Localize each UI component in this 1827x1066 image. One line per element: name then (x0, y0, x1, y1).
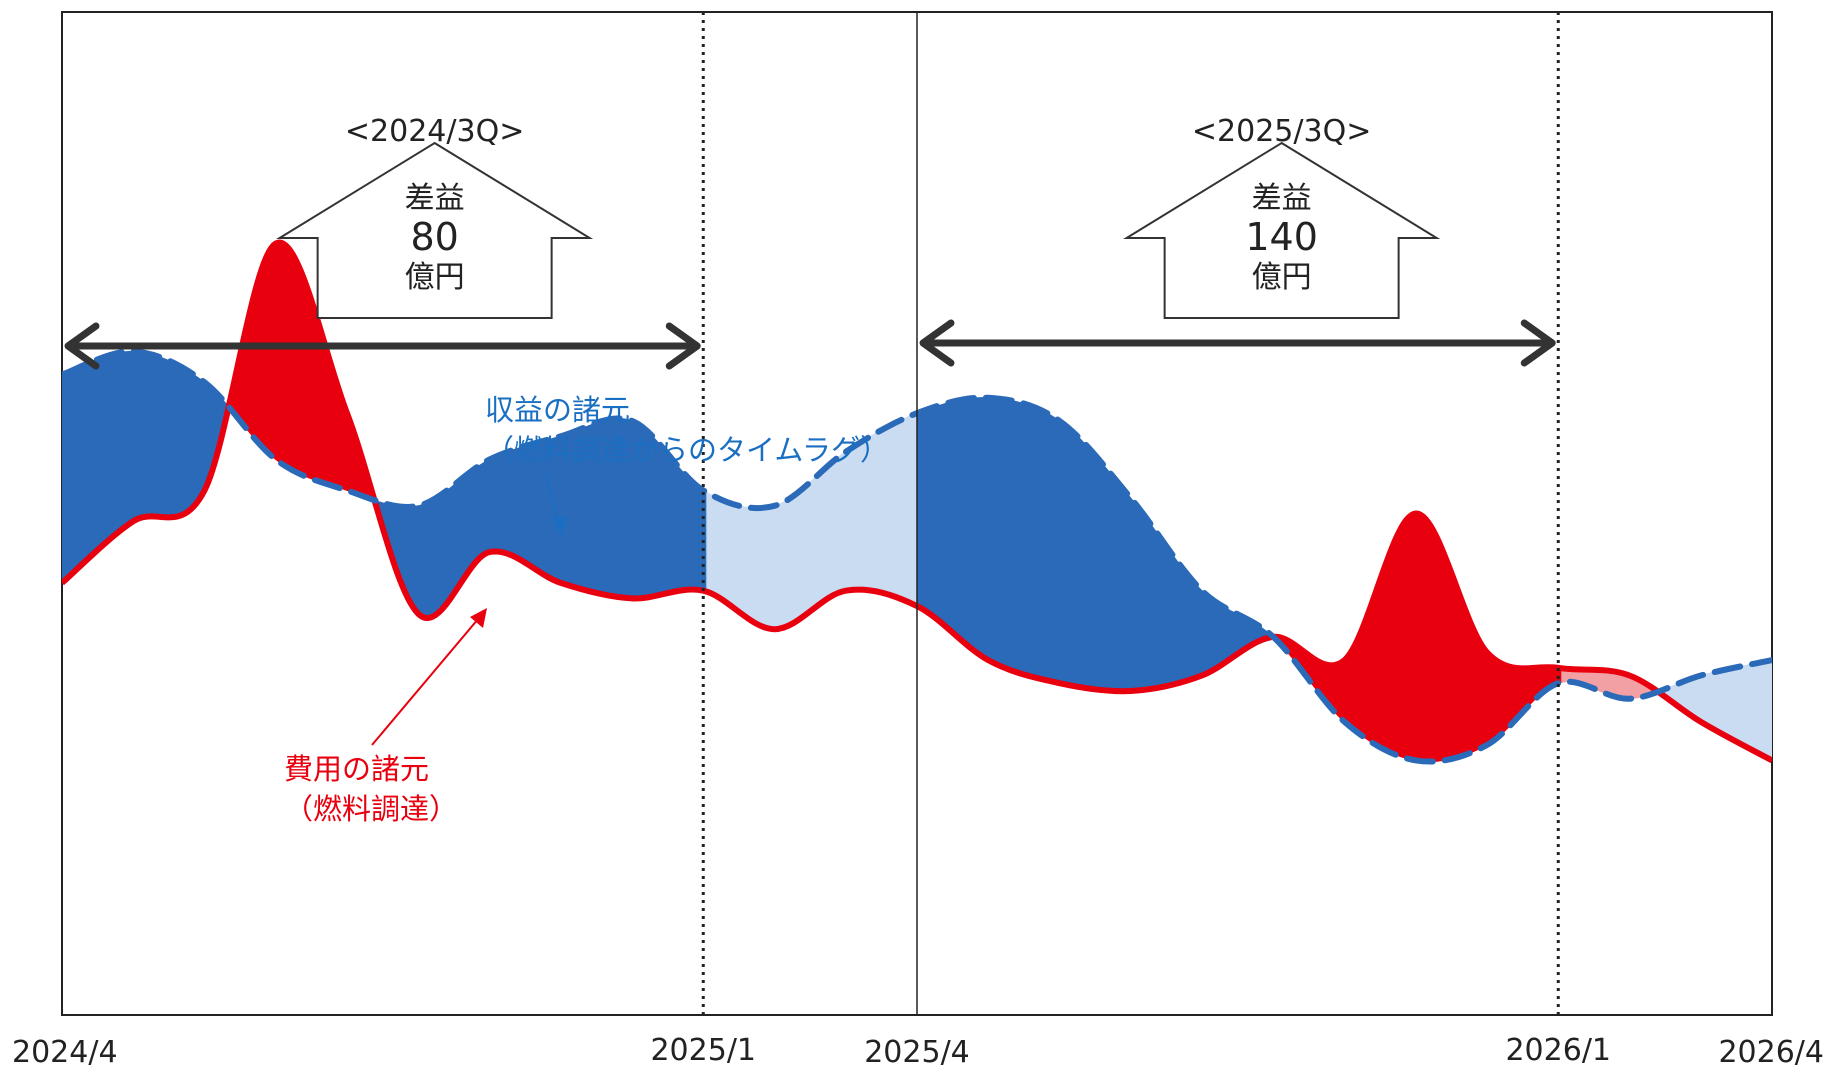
cost-annotation-title: 費用の諸元 (284, 752, 429, 786)
margin-loss-area (1272, 512, 1563, 763)
period-label: <2024/3Q> (345, 114, 524, 149)
arrow-head-left (64, 322, 100, 370)
margin-box-text: 差益 (405, 181, 465, 216)
margin-gain-box (1123, 141, 1441, 319)
cost-annotation: 費用の諸元 （燃料調達） (284, 608, 487, 826)
period-markers (701, 12, 1560, 1015)
x-tick-label: 2026/1 (1505, 1033, 1611, 1066)
cost-line (62, 239, 1772, 764)
margin-gain-area (62, 350, 230, 584)
revenue-line (62, 348, 1772, 765)
x-axis-ticks: 2024/4 2025/1 2025/4 2026/1 2026/4 (12, 1033, 1824, 1066)
series-lines (62, 239, 1772, 765)
cost-annotation-pointer (371, 611, 485, 746)
margin-gain-area (1661, 659, 1772, 761)
revenue-annotation-subtitle: （燃料調達からのタイムラグ） (485, 433, 889, 467)
x-tick-label: 2024/4 (12, 1035, 118, 1066)
margin-value: 80 (410, 215, 458, 259)
arrow-head-right (665, 322, 701, 370)
x-tick-label: 2025/1 (650, 1033, 756, 1066)
cost-annotation-subtitle: （燃料調達） (284, 792, 458, 826)
margin-gain-box (276, 141, 594, 319)
arrow-head-right (1520, 319, 1556, 367)
revenue-annotation: 収益の諸元 （燃料調達からのタイムラグ） (485, 393, 889, 537)
x-tick-label: 2026/4 (1718, 1035, 1824, 1066)
x-tick-label: 2025/4 (864, 1035, 970, 1066)
margin-box-text: 差益 (1252, 181, 1312, 216)
margin-box-text: 億円 (1252, 260, 1312, 295)
cost-annotation-pointer-head (470, 608, 487, 628)
revenue-annotation-title: 収益の諸元 (485, 393, 630, 427)
revenue-annotation-pointer-head (553, 516, 567, 537)
margin-box-text: 億円 (405, 260, 465, 295)
period-label: <2025/3Q> (1192, 114, 1371, 149)
margin-value: 140 (1245, 215, 1318, 259)
arrow-head-left (919, 319, 955, 367)
